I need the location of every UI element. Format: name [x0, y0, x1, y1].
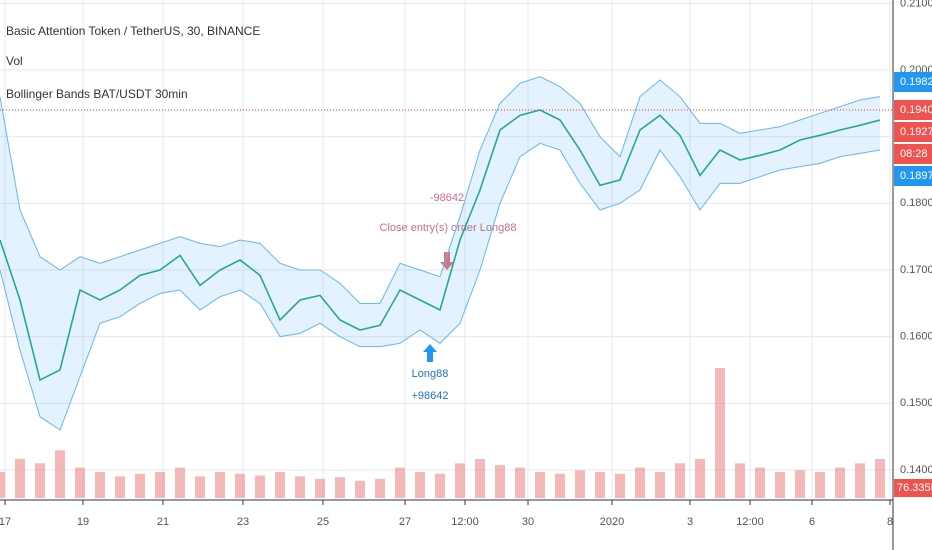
y-tick-label: 0.1500 [900, 397, 932, 409]
price-flag-label: 0.1927 [900, 126, 932, 138]
x-tick-label: 23 [237, 516, 249, 528]
price-flag [894, 100, 932, 120]
volume-bar [455, 463, 465, 498]
band-fill [0, 76, 880, 431]
volume-bar [0, 472, 5, 498]
annotation: Close entry(s) order Long88 [380, 222, 517, 234]
x-tick-label: 8 [887, 516, 893, 528]
price-flag-label: 0.1940 [900, 104, 932, 116]
x-tick-label: 12:00 [451, 516, 479, 528]
volume-flag-label: 76.335K [897, 482, 932, 494]
volume-bar [215, 472, 225, 498]
x-tick-label: 2020 [600, 516, 624, 528]
volume-bar [115, 476, 125, 498]
series-line [0, 109, 881, 382]
volume-bar [435, 473, 445, 498]
volume-bar [715, 368, 725, 498]
price-flag [894, 72, 932, 92]
chart-title: Basic Attention Token / TetherUS, 30, BI… [6, 24, 260, 38]
series-line [0, 142, 881, 431]
volume-bar [295, 476, 305, 498]
volume-bar [695, 459, 705, 498]
volume-bar [75, 467, 85, 498]
price-flag-label: 08:28 [900, 148, 928, 160]
volume-bar [555, 473, 565, 498]
volume-bar [775, 472, 785, 498]
volume-bar [235, 473, 245, 498]
volume-bar [655, 472, 665, 498]
entry-arrow [423, 344, 437, 362]
volume-bar [35, 463, 45, 498]
x-tick-label: 30 [522, 516, 534, 528]
price-flag [894, 122, 932, 142]
annotation: Long88 [412, 368, 449, 380]
volume-bar [315, 478, 325, 498]
price-flag [894, 144, 932, 164]
volume-bar [395, 467, 405, 498]
price-flag-label: 0.1982 [900, 76, 932, 88]
volume-bar [475, 459, 485, 498]
price-flag [894, 166, 932, 186]
volume-bar [675, 463, 685, 498]
x-tick-label: 3 [687, 516, 693, 528]
volume-bar [195, 476, 205, 498]
volume-bar [595, 472, 605, 498]
x-tick-label: 27 [399, 516, 411, 528]
volume-bar [335, 477, 345, 498]
volume-bar [135, 473, 145, 498]
volume-flag [894, 479, 932, 497]
volume-bar [275, 472, 285, 498]
volume-bar [735, 463, 745, 498]
annotation: -98642 [430, 192, 464, 204]
volume-bar [635, 467, 645, 498]
x-tick-label: 12:00 [736, 516, 764, 528]
y-tick-label: 0.1800 [900, 197, 932, 209]
volume-bar [155, 472, 165, 498]
volume-bar [875, 459, 885, 498]
volume-bar [495, 465, 505, 498]
y-tick-label: 0.1600 [900, 331, 932, 343]
volume-bar [515, 467, 525, 498]
volume-bar [855, 463, 865, 498]
volume-bar [175, 467, 185, 498]
series-line [0, 76, 881, 304]
x-tick-label: 25 [317, 516, 329, 528]
price-flag-label: 0.1897 [900, 170, 932, 182]
volume-bar [575, 470, 585, 498]
volume-bar [15, 459, 25, 498]
y-tick-label: 0.1400 [900, 464, 932, 476]
y-tick-label: 0.1700 [900, 264, 932, 276]
volume-bar [535, 472, 545, 498]
indicator-label: Bollinger Bands BAT/USDT 30min [6, 87, 188, 101]
volume-bar [815, 472, 825, 498]
volume-bar [355, 480, 365, 498]
x-tick-label: 6 [809, 516, 815, 528]
indicator-label: Vol [6, 54, 23, 68]
volume-bar [375, 478, 385, 498]
x-tick-label: 21 [157, 516, 169, 528]
volume-bar [835, 467, 845, 498]
volume-bar [95, 472, 105, 498]
volume-bar [795, 470, 805, 498]
y-tick-label: 0.2100 [900, 0, 932, 9]
volume-bar [755, 467, 765, 498]
volume-bar [615, 473, 625, 498]
x-tick-label: 19 [77, 516, 89, 528]
annotation: +98642 [411, 390, 448, 402]
volume-bar [55, 450, 65, 498]
volume-bar [415, 472, 425, 498]
x-tick-label: 17 [0, 516, 11, 528]
volume-bar [255, 475, 265, 498]
